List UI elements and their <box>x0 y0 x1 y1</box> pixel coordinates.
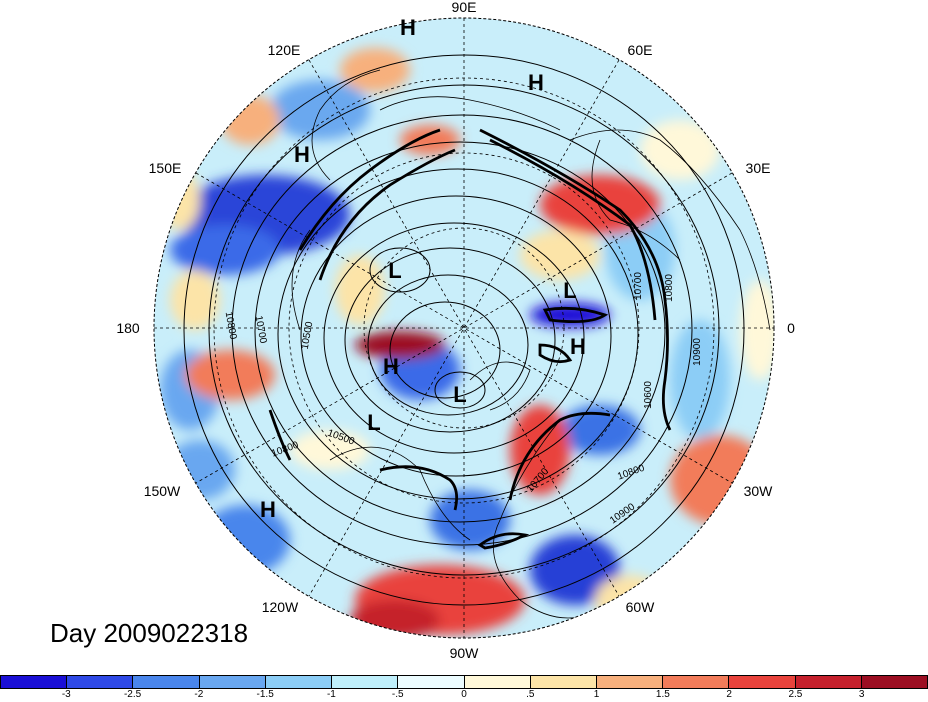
colorbar-tick-label: 0 <box>461 689 467 700</box>
lon-label-90e: 90E <box>452 0 477 15</box>
colorbar-segment <box>663 676 730 688</box>
high-pressure-marker: H <box>383 354 399 379</box>
lon-label-120w: 120W <box>262 599 299 615</box>
lon-label-60e: 60E <box>628 42 653 58</box>
colorbar-segment <box>861 676 928 688</box>
colorbar-tick-label: -1 <box>326 689 336 700</box>
colorbar-segment <box>199 676 266 688</box>
low-pressure-marker: L <box>388 258 401 283</box>
colorbar-segment <box>1 676 68 688</box>
colorbar-segment <box>398 676 465 688</box>
colorbar-segment <box>67 676 134 688</box>
colorbar-segment <box>464 676 531 688</box>
low-pressure-marker: L <box>453 382 466 407</box>
colorbar-tick-label: 2 <box>726 689 732 700</box>
low-pressure-marker: L <box>563 278 576 303</box>
lon-label-150w: 150W <box>144 483 181 499</box>
colorbar-tick-label: 1.5 <box>655 689 670 700</box>
contour-label: 10800 <box>223 311 239 341</box>
colorbar-segment <box>133 676 200 688</box>
contour-label: 10700 <box>633 272 644 300</box>
lon-label-180: 180 <box>116 320 140 336</box>
colorbar-tick-label: -3 <box>61 689 71 700</box>
colorbar-tick-label: -2.5 <box>123 689 142 700</box>
lon-label-0: 0 <box>787 320 795 336</box>
anomaly-field <box>154 18 774 638</box>
map-boundary <box>153 17 775 639</box>
contour-label: 10500 <box>300 320 316 350</box>
date-title: Day 2009022318 <box>50 618 249 648</box>
colorbar-tick-label: -2 <box>194 689 204 700</box>
colorbar-labels: -3 -2.5 -2 -1.5 -1 -.5 0 .5 1 1.5 2 2.5 3 <box>0 689 928 702</box>
low-pressure-marker: L <box>367 410 380 435</box>
contour-label: 10700 <box>253 315 269 345</box>
colorbar-segment <box>795 676 862 688</box>
high-pressure-marker: H <box>260 497 276 522</box>
contour-label: 10600 <box>643 381 654 409</box>
colorbar-segment <box>729 676 796 688</box>
high-pressure-marker: H <box>528 70 544 95</box>
high-pressure-marker: H <box>570 334 586 359</box>
colorbar-tick-label: -.5 <box>391 689 404 700</box>
colorbar-tick-label: -1.5 <box>256 689 274 700</box>
colorbar-segment <box>265 676 333 688</box>
colorbar-tick-label: 2.5 <box>788 689 803 700</box>
lon-label-30w: 30W <box>744 483 774 499</box>
high-pressure-marker: H <box>400 15 416 40</box>
colorbar-tick-label: 3 <box>858 689 865 700</box>
colorbar-tick-label: .5 <box>526 689 535 700</box>
contour-label: 10800 <box>664 274 675 302</box>
colorbar-tick-label: 1 <box>593 689 600 700</box>
lon-label-30e: 30E <box>746 160 771 176</box>
lon-label-90w: 90W <box>450 645 480 661</box>
colorbar-segment <box>332 676 399 688</box>
contour-label: 10900 <box>692 338 703 366</box>
lon-label-60w: 60W <box>626 599 656 615</box>
colorbar-segment <box>596 676 664 688</box>
high-pressure-marker: H <box>294 142 310 167</box>
lon-label-120e: 120E <box>268 42 301 58</box>
colorbar <box>0 675 928 689</box>
colorbar-segment <box>530 676 597 688</box>
lon-label-150e: 150E <box>149 160 182 176</box>
